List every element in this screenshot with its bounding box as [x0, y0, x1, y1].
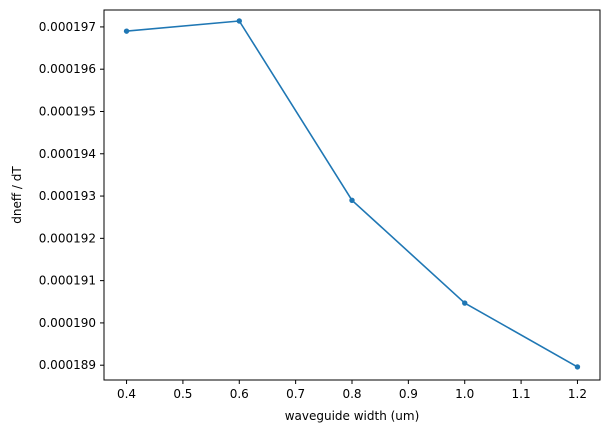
y-tick-label: 0.000197 [39, 20, 96, 34]
x-tick-label: 0.5 [173, 387, 192, 401]
data-point [574, 364, 581, 370]
data-point [462, 300, 468, 306]
x-tick-label: 1.2 [568, 387, 587, 401]
y-axis-label: dneff / dT [10, 166, 24, 224]
x-tick-label: 1.0 [455, 387, 474, 401]
y-tick-label: 0.000193 [39, 189, 96, 203]
y-tick-label: 0.000194 [39, 147, 96, 161]
x-tick-label: 0.4 [117, 387, 136, 401]
y-tick-label: 0.000191 [39, 274, 96, 288]
data-point [349, 197, 355, 203]
x-tick-label: 0.8 [342, 387, 361, 401]
y-tick-label: 0.000196 [39, 62, 96, 76]
x-tick-label: 0.9 [399, 387, 418, 401]
data-point [123, 28, 130, 34]
y-tick-label: 0.000189 [39, 358, 96, 372]
series-line [126, 20, 578, 368]
plot-frame [103, 9, 601, 381]
y-tick-label: 0.000192 [39, 231, 96, 245]
y-axis: 0.000189 0.000190 0.000191 0.000192 0.000193… [39, 20, 104, 372]
plot-area [103, 9, 601, 381]
x-tick-label: 0.7 [286, 387, 305, 401]
y-tick-label: 0.000195 [39, 104, 96, 118]
series-layer [123, 18, 581, 370]
y-tick-label: 0.000190 [39, 316, 96, 330]
x-axis-label: waveguide width (um) [285, 409, 420, 423]
x-tick-label: 0.6 [230, 387, 249, 401]
x-axis: 0.4 0.5 0.6 0.7 0.8 0.9 1.0 1.1 1.2 [117, 380, 587, 401]
x-tick-label: 1.1 [512, 387, 531, 401]
data-point [236, 18, 242, 24]
